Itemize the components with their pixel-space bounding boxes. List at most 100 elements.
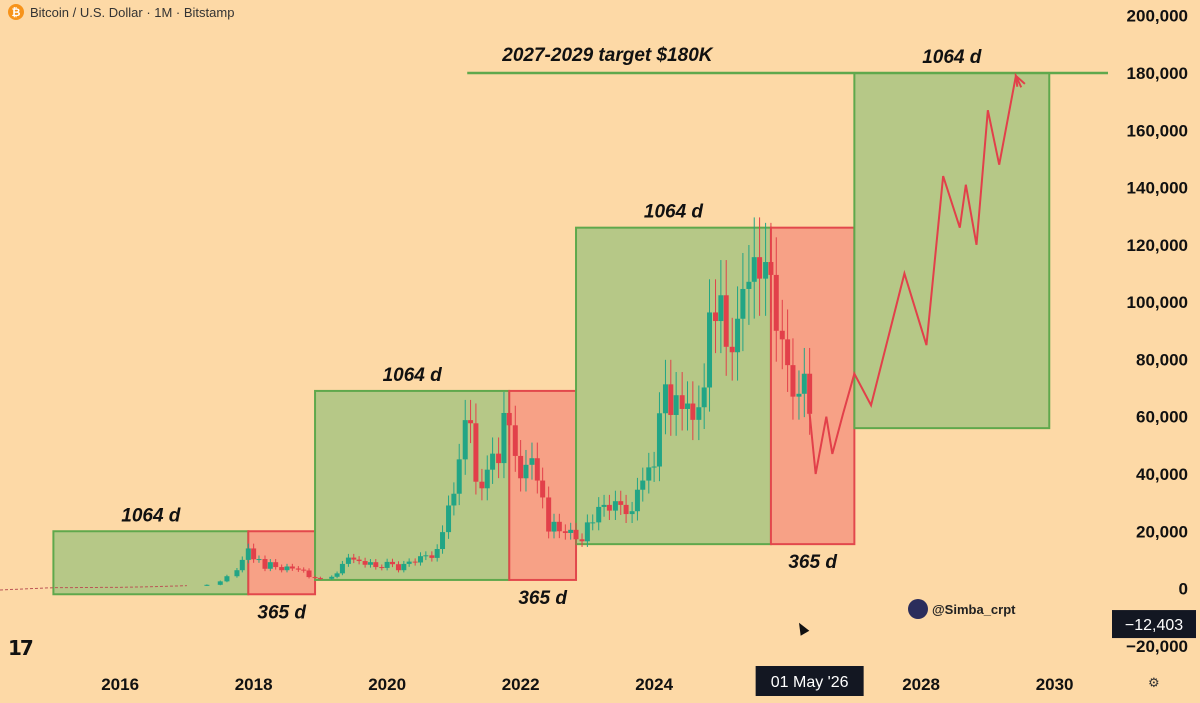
x-tick-label: 2022 bbox=[502, 675, 540, 694]
candle-up bbox=[796, 393, 802, 397]
candle-up bbox=[590, 522, 596, 524]
cycle-boxes bbox=[52, 72, 1051, 596]
crosshair-price-label: −12,403 bbox=[1125, 617, 1183, 634]
bear-cycle-box bbox=[769, 226, 856, 546]
y-tick-label: 180,000 bbox=[1127, 64, 1188, 83]
y-tick-label: 200,000 bbox=[1127, 7, 1188, 26]
y-tick-label: 0 bbox=[1179, 580, 1188, 599]
candle-up bbox=[451, 493, 457, 506]
candle-up bbox=[684, 403, 690, 409]
candle-down bbox=[807, 373, 813, 414]
watermark-handle: @Simba_crpt bbox=[932, 602, 1016, 617]
candle-up bbox=[434, 549, 440, 558]
candle-up bbox=[329, 576, 335, 579]
candle-up bbox=[384, 561, 390, 568]
candle-up bbox=[656, 413, 662, 467]
candle-up bbox=[751, 257, 757, 282]
candle-up bbox=[629, 511, 635, 515]
tradingview-logo[interactable]: 17 bbox=[8, 636, 34, 660]
candle-up bbox=[234, 570, 240, 577]
candle-up bbox=[501, 412, 507, 464]
bull-cycle-box bbox=[575, 226, 772, 546]
candle-up bbox=[456, 459, 462, 494]
candle-up bbox=[367, 562, 373, 565]
candle-up bbox=[245, 548, 251, 560]
candle-down bbox=[618, 501, 624, 505]
candle-down bbox=[295, 568, 301, 570]
settings-gear-icon[interactable]: ⚙ bbox=[1148, 676, 1160, 691]
candle-up bbox=[696, 407, 702, 420]
projection-path bbox=[808, 72, 1026, 475]
y-tick-label: 140,000 bbox=[1127, 179, 1188, 198]
candle-down bbox=[562, 531, 568, 533]
time-axis[interactable]: 2016 2018 2020 2022 2024 2028 2030 01 May '26 bbox=[101, 666, 1074, 696]
candle-up bbox=[462, 420, 468, 460]
candle-up bbox=[490, 453, 496, 470]
candle-down bbox=[556, 521, 562, 532]
candle-up bbox=[267, 562, 273, 569]
bitcoin-icon: ₿ bbox=[8, 4, 24, 20]
candle-down bbox=[473, 423, 479, 482]
candle-down bbox=[306, 570, 312, 578]
candle-up bbox=[440, 532, 446, 550]
candle-down bbox=[317, 577, 323, 579]
candle-up bbox=[406, 561, 412, 564]
candle-down bbox=[512, 425, 518, 456]
x-tick-label: 2020 bbox=[368, 675, 406, 694]
projection-arrowhead bbox=[1014, 73, 1026, 87]
candle-up bbox=[568, 529, 574, 533]
bull-cycle-label: 1064 d bbox=[922, 47, 982, 68]
candle-up bbox=[418, 556, 424, 563]
bear-cycle-label: 365 d bbox=[518, 588, 567, 609]
candle-up bbox=[634, 489, 640, 512]
candle-up bbox=[256, 559, 262, 561]
candle-down bbox=[273, 562, 279, 568]
candle-up bbox=[584, 522, 590, 542]
y-tick-label: 160,000 bbox=[1127, 121, 1188, 140]
early-price-line bbox=[0, 585, 187, 591]
candle-down bbox=[606, 504, 612, 511]
candle-down bbox=[690, 403, 696, 420]
candle-up bbox=[612, 501, 618, 511]
candle-down bbox=[312, 577, 318, 579]
candle-up bbox=[763, 262, 769, 279]
candle-up bbox=[204, 584, 210, 586]
candle-down bbox=[668, 384, 674, 415]
candle-down bbox=[785, 339, 791, 366]
candle-down bbox=[518, 455, 524, 479]
candle-down bbox=[351, 557, 357, 560]
candle-up bbox=[735, 318, 741, 353]
bull-cycle-label: 1064 d bbox=[383, 365, 443, 386]
candlesticks bbox=[0, 217, 813, 591]
crosshair-date-badge bbox=[755, 666, 864, 696]
candle-down bbox=[389, 561, 395, 565]
candle-up bbox=[446, 505, 452, 533]
candle-down bbox=[713, 312, 719, 322]
candle-up bbox=[345, 557, 351, 564]
candle-up bbox=[284, 566, 290, 571]
bear-cycle-box bbox=[247, 530, 317, 596]
target-line-group: 2027-2029 target $180K bbox=[467, 45, 1108, 75]
candle-up bbox=[601, 504, 607, 507]
x-tick-label: 2018 bbox=[235, 675, 273, 694]
y-tick-label: 120,000 bbox=[1127, 236, 1188, 255]
candle-up bbox=[740, 288, 746, 319]
candle-down bbox=[356, 559, 362, 562]
candle-down bbox=[395, 564, 401, 571]
candle-up bbox=[339, 563, 345, 574]
price-axis[interactable]: −20,000 0 20,000 40,000 60,000 80,000 100,000 1… bbox=[1112, 7, 1196, 656]
candle-down bbox=[479, 481, 485, 489]
candle-up bbox=[673, 395, 679, 415]
target-label: 2027-2029 target $180K bbox=[501, 45, 713, 66]
candle-up bbox=[217, 581, 223, 585]
cycle-labels: 1064 d 365 d 1064 d 365 d 1064 d 365 d 1064 d @… bbox=[121, 47, 1016, 623]
y-tick-label: −20,000 bbox=[1126, 637, 1188, 656]
x-tick-label: 2024 bbox=[635, 675, 673, 694]
chart-header[interactable]: ₿ Bitcoin / U.S. Dollar · 1M · Bitstamp bbox=[8, 4, 234, 20]
x-tick-label: 2030 bbox=[1036, 675, 1074, 694]
candle-down bbox=[534, 458, 540, 481]
candle-down bbox=[723, 295, 729, 347]
bull-cycle-box bbox=[52, 530, 250, 596]
crosshair-date-label: 01 May '26 bbox=[771, 674, 849, 691]
